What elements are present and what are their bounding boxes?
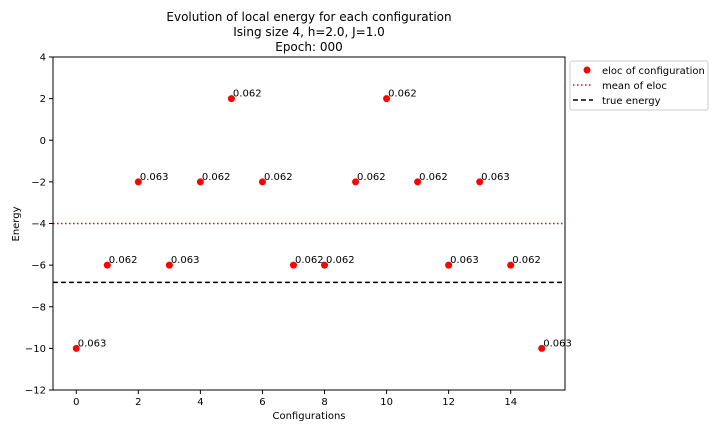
legend-label-true-energy: true energy bbox=[602, 96, 661, 107]
chart-title-line-1: Evolution of local energy for each confi… bbox=[166, 10, 451, 24]
data-point bbox=[476, 178, 484, 186]
y-tick-label: −2 bbox=[31, 177, 46, 188]
data-point bbox=[507, 261, 515, 269]
chart-title-line-3: Epoch: 000 bbox=[275, 40, 343, 54]
data-point bbox=[289, 261, 297, 269]
data-point bbox=[352, 178, 360, 186]
data-label: 0.063 bbox=[140, 172, 169, 183]
x-tick-label: 2 bbox=[135, 397, 141, 408]
data-label: 0.063 bbox=[171, 255, 200, 266]
data-label: 0.063 bbox=[78, 338, 107, 349]
data-label: 0.063 bbox=[450, 255, 479, 266]
data-label: 0.063 bbox=[481, 172, 510, 183]
legend-frame bbox=[569, 60, 709, 111]
y-tick-label: 2 bbox=[40, 94, 46, 105]
data-label: 0.062 bbox=[326, 255, 355, 266]
data-point bbox=[258, 178, 266, 186]
data-label: 0.062 bbox=[233, 89, 262, 100]
data-label: 0.062 bbox=[419, 172, 448, 183]
chart-title-line-2: Ising size 4, h=2.0, J=1.0 bbox=[233, 25, 385, 39]
data-label: 0.062 bbox=[388, 89, 417, 100]
data-label: 0.062 bbox=[512, 255, 541, 266]
x-tick-label: 12 bbox=[442, 397, 455, 408]
x-tick-label: 8 bbox=[321, 397, 327, 408]
data-label: 0.062 bbox=[109, 255, 138, 266]
data-label: 0.062 bbox=[295, 255, 324, 266]
legend-marker-eloc bbox=[583, 66, 591, 74]
data-point bbox=[321, 261, 329, 269]
data-point bbox=[538, 344, 546, 352]
data-point bbox=[134, 178, 142, 186]
y-tick-label: 4 bbox=[40, 53, 46, 64]
x-tick-label: 14 bbox=[504, 397, 517, 408]
y-tick-label: −4 bbox=[31, 219, 46, 230]
legend: eloc of configuration mean of eloc true … bbox=[569, 60, 709, 111]
data-point bbox=[227, 95, 235, 103]
y-tick-label: 0 bbox=[40, 136, 46, 147]
plot-area: 0.0630.0620.0630.0630.0620.0620.0620.062… bbox=[25, 53, 572, 409]
x-tick-label: 10 bbox=[380, 397, 393, 408]
data-point bbox=[72, 344, 80, 352]
data-point bbox=[165, 261, 173, 269]
data-label: 0.062 bbox=[264, 172, 293, 183]
x-tick-label: 4 bbox=[197, 397, 203, 408]
x-tick-label: 6 bbox=[259, 397, 265, 408]
legend-label-mean: mean of eloc bbox=[602, 81, 667, 92]
data-label: 0.062 bbox=[202, 172, 231, 183]
y-tick-label: −8 bbox=[31, 302, 46, 313]
x-axis-label: Configurations bbox=[272, 411, 345, 422]
y-axis-label: Energy bbox=[11, 206, 22, 241]
x-tick-label: 0 bbox=[73, 397, 79, 408]
y-tick-label: −12 bbox=[25, 386, 46, 397]
y-tick-label: −6 bbox=[31, 261, 46, 272]
data-label: 0.062 bbox=[357, 172, 386, 183]
data-label: 0.063 bbox=[543, 338, 572, 349]
y-tick-label: −10 bbox=[25, 344, 46, 355]
data-point bbox=[445, 261, 453, 269]
data-point bbox=[383, 95, 391, 103]
legend-label-eloc: eloc of configuration bbox=[602, 66, 705, 77]
data-point bbox=[414, 178, 422, 186]
data-point bbox=[103, 261, 111, 269]
data-point bbox=[196, 178, 204, 186]
